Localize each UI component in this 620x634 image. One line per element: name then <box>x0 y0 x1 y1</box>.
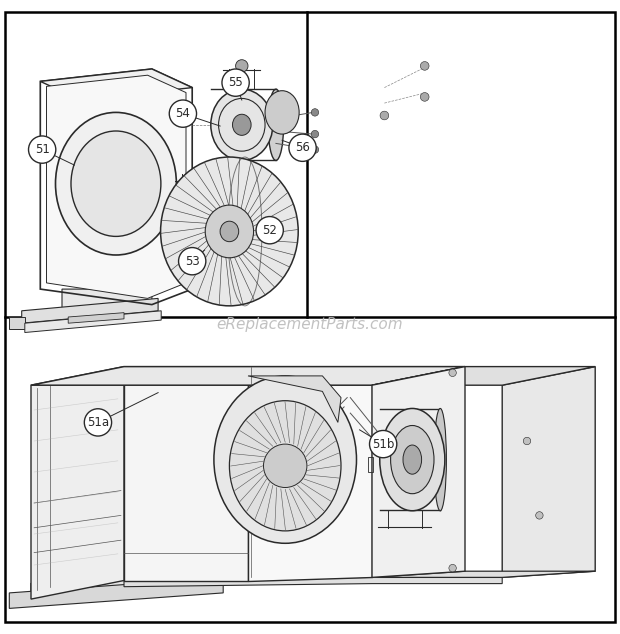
Circle shape <box>380 111 389 120</box>
Ellipse shape <box>232 114 251 135</box>
Circle shape <box>169 100 197 127</box>
Circle shape <box>236 60 248 72</box>
Ellipse shape <box>56 112 176 255</box>
Ellipse shape <box>434 408 446 511</box>
Text: 52: 52 <box>262 224 277 236</box>
Ellipse shape <box>211 89 273 160</box>
Circle shape <box>29 136 56 163</box>
Circle shape <box>420 93 429 101</box>
Polygon shape <box>68 313 124 323</box>
Circle shape <box>222 69 249 96</box>
Text: 53: 53 <box>185 255 200 268</box>
Text: 51b: 51b <box>372 437 394 451</box>
Ellipse shape <box>379 408 445 511</box>
Circle shape <box>179 247 206 275</box>
Ellipse shape <box>220 221 239 242</box>
Circle shape <box>289 134 316 162</box>
Polygon shape <box>248 376 341 422</box>
Polygon shape <box>40 69 192 100</box>
Ellipse shape <box>229 401 341 531</box>
Polygon shape <box>25 311 161 332</box>
Ellipse shape <box>268 89 283 160</box>
Polygon shape <box>22 299 158 323</box>
Polygon shape <box>31 571 217 599</box>
Polygon shape <box>502 366 595 578</box>
Circle shape <box>449 564 456 572</box>
Text: 51: 51 <box>35 143 50 156</box>
Text: 51a: 51a <box>87 416 109 429</box>
Polygon shape <box>372 366 595 385</box>
Circle shape <box>311 131 319 138</box>
Polygon shape <box>372 366 465 578</box>
Circle shape <box>449 369 456 377</box>
Circle shape <box>84 409 112 436</box>
Circle shape <box>264 444 307 488</box>
Polygon shape <box>62 289 152 323</box>
Circle shape <box>311 146 319 153</box>
Circle shape <box>311 108 319 116</box>
Polygon shape <box>124 578 502 586</box>
Text: 55: 55 <box>228 76 243 89</box>
Circle shape <box>420 61 429 70</box>
Ellipse shape <box>214 376 356 543</box>
Ellipse shape <box>391 425 434 494</box>
Ellipse shape <box>265 91 299 134</box>
Polygon shape <box>9 578 223 609</box>
Ellipse shape <box>161 157 298 306</box>
Circle shape <box>370 430 397 458</box>
Circle shape <box>536 512 543 519</box>
Text: eReplacementParts.com: eReplacementParts.com <box>216 317 404 332</box>
Polygon shape <box>9 317 25 330</box>
Polygon shape <box>31 366 465 385</box>
Ellipse shape <box>71 131 161 236</box>
Text: 56: 56 <box>295 141 310 154</box>
Circle shape <box>523 437 531 444</box>
Polygon shape <box>372 571 595 578</box>
Polygon shape <box>248 366 372 581</box>
Ellipse shape <box>403 445 422 474</box>
Text: 54: 54 <box>175 107 190 120</box>
Bar <box>368 456 373 472</box>
Ellipse shape <box>205 205 254 258</box>
Polygon shape <box>31 366 124 599</box>
Polygon shape <box>124 366 248 581</box>
Polygon shape <box>46 75 186 299</box>
Circle shape <box>256 217 283 244</box>
